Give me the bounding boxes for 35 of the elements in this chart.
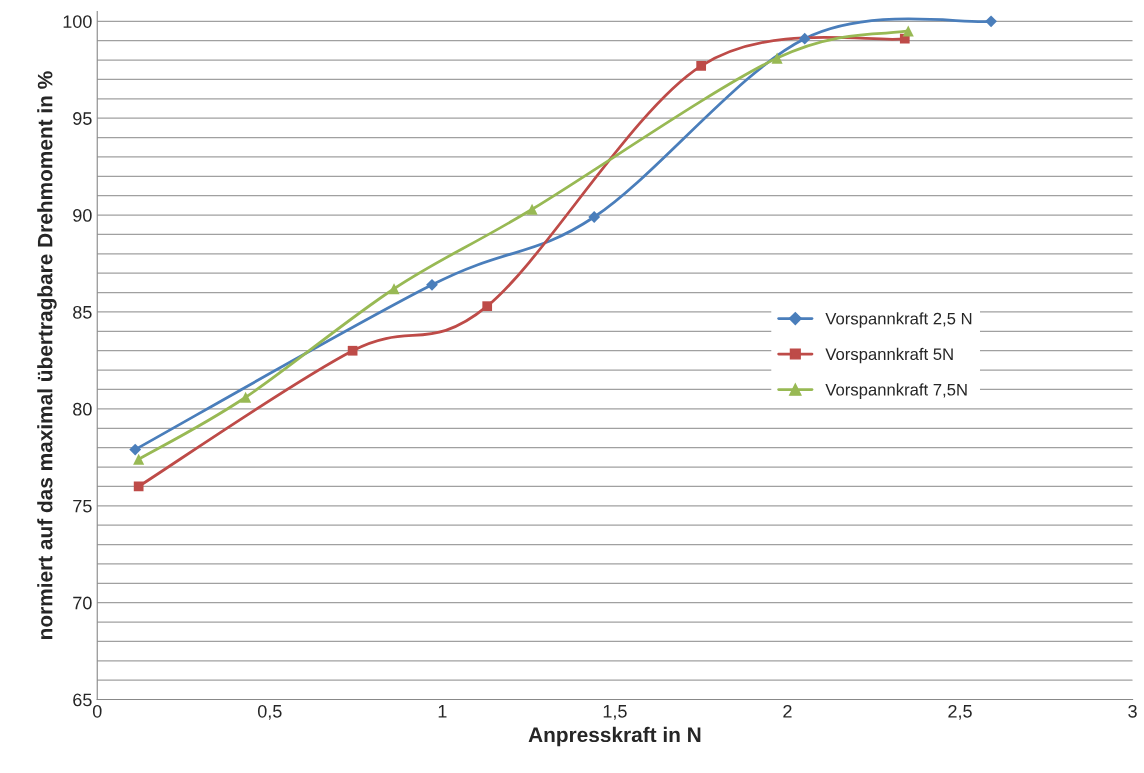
y-tick-label: 95 (73, 112, 92, 125)
point (240, 391, 252, 403)
y-tick-label: 65 (73, 693, 92, 707)
y-tick-label: 100 (63, 15, 92, 28)
y-tick-label: 70 (73, 596, 92, 610)
point (133, 481, 144, 492)
y-tick-label: 75 (73, 499, 92, 513)
y-tick-label: 80 (73, 402, 92, 416)
point (902, 25, 914, 37)
x-tick-label: 1 (438, 705, 447, 718)
point (798, 32, 811, 45)
point (771, 52, 783, 64)
point (588, 211, 601, 223)
point (426, 278, 438, 291)
x-tick-label: 1,5 (603, 705, 627, 720)
point (133, 453, 145, 465)
point (388, 283, 400, 295)
point (696, 61, 707, 71)
y-tick-label: 90 (73, 209, 92, 222)
legend-label: Vorspannkraft 2,5 N (825, 312, 972, 328)
x-axis-title: Anpresskraft in N (528, 726, 701, 747)
point (129, 443, 142, 456)
point (526, 203, 538, 215)
y-tick-label: 85 (73, 305, 92, 319)
point (482, 301, 493, 312)
x-tick-label: 2 (783, 704, 792, 718)
x-tick-label: 2,5 (948, 704, 972, 720)
x-tick-label: 0 (92, 704, 102, 718)
point (347, 345, 358, 356)
x-tick-label: 0,5 (257, 704, 282, 720)
x-tick-label: 3 (1128, 704, 1137, 718)
legend-label: Vorspannkraft 5N (825, 347, 953, 364)
legend-label: Vorspannkraft 7,5N (825, 383, 967, 399)
point (985, 15, 997, 28)
y-axis-title: normiert auf das maximal übertragbare Drehmoment in % (37, 71, 57, 639)
